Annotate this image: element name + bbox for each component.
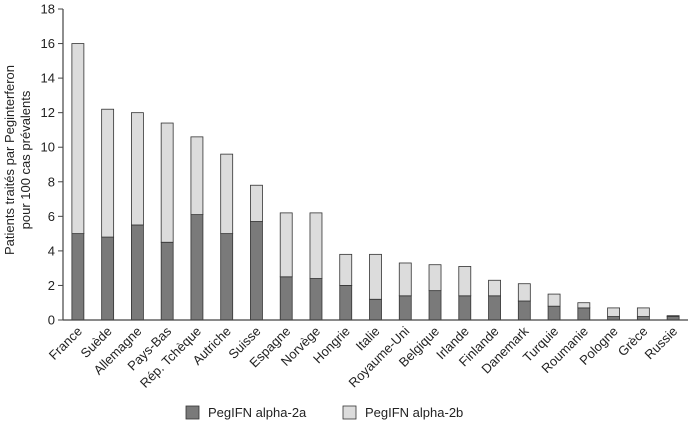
bar-segment-alpha-2b [577, 302, 591, 309]
bar-segment-alpha-2a [101, 236, 115, 321]
bar-segment-alpha-2b [547, 293, 561, 307]
bar-segment-alpha-2a [339, 285, 353, 321]
bars-group [71, 43, 680, 321]
bar-segment-alpha-2b [220, 153, 234, 235]
bar-segment-alpha-2a [547, 305, 561, 321]
bar-segment-alpha-2a [160, 241, 174, 321]
bar-segment-alpha-2b [666, 315, 680, 317]
legend-swatch-alpha-2b [342, 405, 357, 420]
bar-segment-alpha-2b [369, 253, 382, 300]
y-tick-label: 14 [41, 71, 55, 86]
bar-segment-alpha-2a [577, 307, 591, 321]
bar-segment-alpha-2a [517, 300, 531, 321]
bar-segment-alpha-2b [309, 212, 323, 279]
bar-segment-alpha-2a [428, 290, 442, 321]
y-tick-label: 2 [48, 278, 55, 293]
y-tick-label: 0 [48, 313, 55, 328]
y-tick-label: 12 [41, 105, 55, 120]
y-axis-title-line2: pour 100 cas prévalents [18, 90, 33, 229]
bar-segment-alpha-2a [220, 233, 234, 321]
y-axis-ticks: 0 2 4 6 8 10 12 14 16 18 [41, 2, 63, 328]
bar-segment-alpha-2b [131, 112, 144, 226]
bar-segment-alpha-2b [250, 184, 263, 222]
legend-label-alpha-2b: PegIFN alpha-2b [365, 405, 463, 420]
legend: PegIFN alpha-2a PegIFN alpha-2b [185, 405, 463, 420]
bar-segment-alpha-2a [488, 295, 501, 321]
bar-segment-alpha-2b [458, 266, 472, 297]
bar-segment-alpha-2a [250, 221, 263, 321]
bar-segment-alpha-2b [398, 262, 412, 297]
y-tick-label: 6 [48, 209, 55, 224]
bar-segment-alpha-2a [71, 233, 85, 321]
bar-segment-alpha-2a [458, 295, 472, 321]
bar-segment-alpha-2b [339, 253, 353, 286]
x-category-label: Russie [642, 324, 681, 363]
bar-segment-alpha-2a [190, 214, 204, 321]
axes [62, 9, 688, 321]
y-tick-label: 18 [41, 2, 55, 17]
y-tick-label: 4 [48, 243, 55, 258]
bar-segment-alpha-2a [309, 278, 323, 321]
x-category-label: France [46, 324, 85, 363]
bar-segment-alpha-2a [398, 295, 412, 321]
bar-segment-alpha-2b [517, 283, 531, 302]
y-axis-title: Patients traités par Peginterferon pour … [2, 65, 33, 255]
y-tick-label: 8 [48, 174, 55, 189]
bar-segment-alpha-2b [71, 43, 85, 235]
bar-segment-alpha-2b [607, 307, 620, 317]
bar-segment-alpha-2a [369, 298, 382, 321]
bar-segment-alpha-2a [279, 276, 293, 321]
bar-segment-alpha-2b [160, 122, 174, 243]
legend-swatch-alpha-2a [185, 405, 200, 420]
bar-segment-alpha-2a [131, 224, 144, 321]
legend-label-alpha-2a: PegIFN alpha-2a [208, 405, 307, 420]
bar-segment-alpha-2b [101, 108, 115, 238]
bar-segment-alpha-2b [636, 307, 650, 317]
bar-segment-alpha-2b [190, 136, 204, 216]
y-tick-label: 16 [41, 36, 55, 51]
bar-segment-alpha-2b [279, 212, 293, 278]
bar-segment-alpha-2b [428, 264, 442, 292]
y-axis-title-line1: Patients traités par Peginterferon [2, 65, 17, 255]
y-tick-label: 10 [41, 140, 55, 155]
bar-segment-alpha-2b [488, 279, 501, 297]
